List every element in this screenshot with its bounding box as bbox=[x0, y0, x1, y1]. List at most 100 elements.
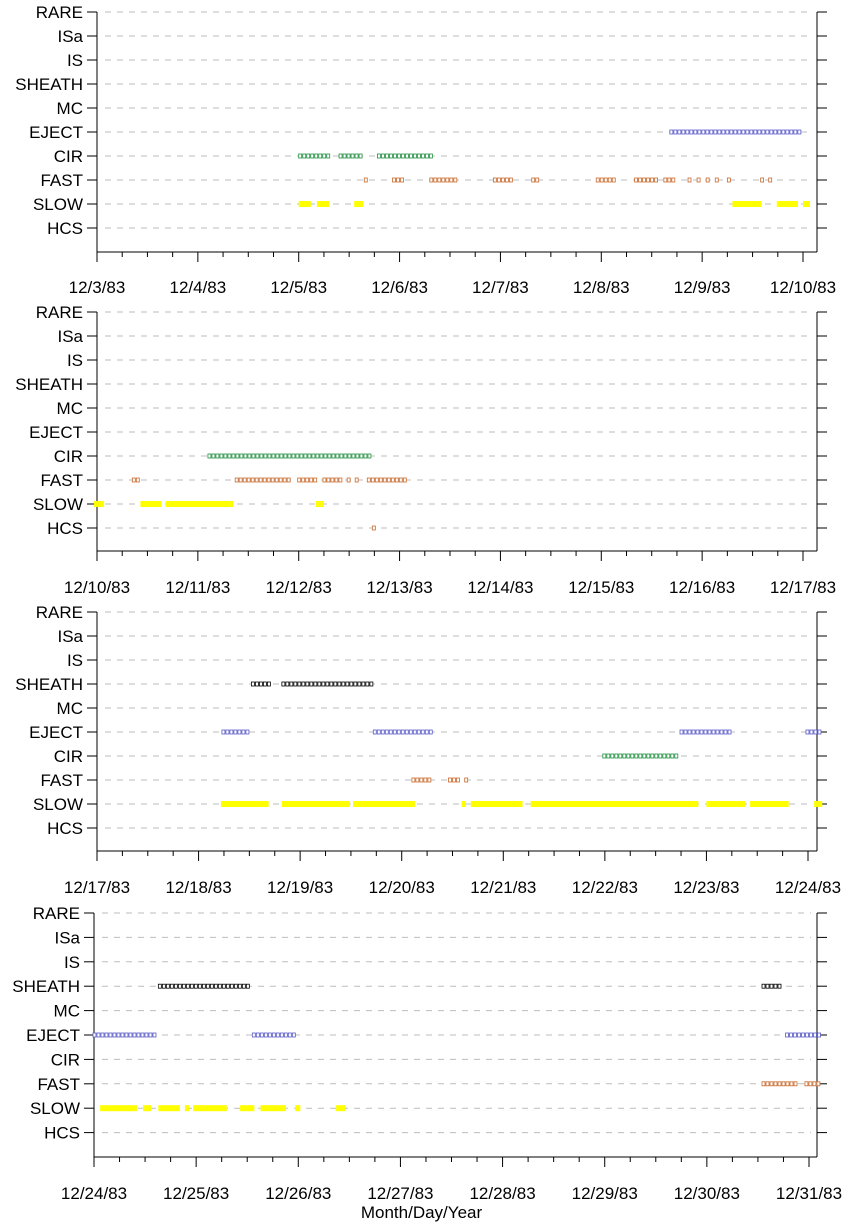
segment-marker bbox=[363, 177, 368, 183]
segment-marker bbox=[329, 681, 334, 687]
x-tick-label: 12/30/83 bbox=[674, 1184, 740, 1203]
segment-marker bbox=[769, 983, 774, 989]
segment-marker bbox=[396, 729, 401, 735]
eject-segment bbox=[679, 729, 732, 735]
segment-marker bbox=[394, 477, 399, 483]
segment-marker bbox=[723, 729, 728, 735]
slow-segment bbox=[298, 201, 311, 207]
fast-segment bbox=[131, 477, 140, 483]
segment-marker bbox=[452, 777, 456, 783]
segment-marker bbox=[330, 477, 335, 483]
segment-marker bbox=[297, 477, 302, 483]
segment-marker bbox=[250, 477, 255, 483]
segment-marker bbox=[305, 477, 310, 483]
segment-marker bbox=[424, 729, 429, 735]
category-label: SLOW bbox=[33, 195, 83, 214]
fast-segment bbox=[726, 177, 731, 183]
segment-marker bbox=[213, 983, 218, 989]
segment-marker bbox=[611, 177, 616, 183]
category-label: HCS bbox=[44, 1124, 80, 1143]
category-label: EJECT bbox=[29, 723, 83, 742]
segment-marker bbox=[225, 983, 230, 989]
segment-marker bbox=[785, 129, 790, 135]
segment-marker bbox=[241, 729, 246, 735]
segment-marker bbox=[667, 177, 672, 183]
category-label: FAST bbox=[40, 171, 83, 190]
segment-marker bbox=[392, 729, 397, 735]
category-label: MC bbox=[57, 699, 83, 718]
x-tick-label: 12/6/83 bbox=[371, 278, 428, 297]
segment-marker bbox=[243, 453, 248, 459]
fast-segment bbox=[366, 477, 407, 483]
cir-segment bbox=[298, 153, 331, 159]
segment-marker bbox=[765, 129, 770, 135]
segment-marker bbox=[148, 1032, 153, 1038]
segment-marker bbox=[347, 453, 352, 459]
segment-marker bbox=[231, 453, 236, 459]
segment-marker bbox=[354, 477, 359, 483]
category-label: CIR bbox=[54, 147, 83, 166]
segment-marker bbox=[809, 1032, 813, 1038]
segment-marker bbox=[781, 129, 786, 135]
segment-marker bbox=[408, 729, 413, 735]
category-label: CIR bbox=[54, 447, 83, 466]
segment-marker bbox=[420, 153, 425, 159]
segment-marker bbox=[765, 1081, 770, 1087]
slow-segment bbox=[776, 201, 798, 207]
segment-marker bbox=[262, 477, 267, 483]
x-tick-label: 12/31/83 bbox=[776, 1184, 842, 1203]
segment-marker bbox=[136, 1032, 141, 1038]
segment-marker bbox=[338, 153, 343, 159]
slow-segment bbox=[193, 1105, 227, 1112]
segment-marker bbox=[773, 983, 778, 989]
segment-marker bbox=[504, 177, 509, 183]
segment-marker bbox=[711, 729, 716, 735]
segment-marker bbox=[622, 753, 627, 759]
segment-marker bbox=[496, 177, 501, 183]
fast-segment bbox=[768, 177, 773, 183]
segment-marker bbox=[321, 681, 326, 687]
segment-marker bbox=[809, 729, 814, 735]
segment-marker bbox=[666, 753, 671, 759]
segment-marker bbox=[303, 453, 308, 459]
segment-marker bbox=[449, 177, 454, 183]
fast-segment bbox=[714, 177, 719, 183]
eject-segment bbox=[669, 129, 802, 135]
segment-marker bbox=[185, 983, 190, 989]
category-label: CIR bbox=[54, 747, 83, 766]
segment-marker bbox=[757, 129, 762, 135]
segment-marker bbox=[339, 453, 344, 459]
segment-marker bbox=[259, 1032, 264, 1038]
x-tick-label: 12/19/83 bbox=[267, 878, 333, 897]
segment-marker bbox=[306, 153, 311, 159]
segment-marker bbox=[749, 129, 754, 135]
segment-marker bbox=[346, 477, 351, 483]
sheath-segment bbox=[157, 983, 250, 989]
segment-marker bbox=[263, 1032, 268, 1038]
slow-segment bbox=[165, 501, 234, 507]
segment-marker bbox=[225, 729, 230, 735]
segment-marker bbox=[334, 477, 339, 483]
segment-marker bbox=[797, 1032, 801, 1038]
segment-marker bbox=[642, 177, 646, 183]
segment-marker bbox=[753, 129, 758, 135]
segment-marker bbox=[797, 129, 802, 135]
slow-segment bbox=[354, 201, 364, 207]
segment-marker bbox=[817, 1032, 821, 1038]
segment-marker bbox=[535, 177, 540, 183]
fast-segment bbox=[760, 177, 765, 183]
segment-marker bbox=[400, 153, 405, 159]
cir-segment bbox=[602, 753, 679, 759]
segment-marker bbox=[382, 477, 387, 483]
segment-marker bbox=[674, 753, 679, 759]
category-label: SHEATH bbox=[15, 675, 83, 694]
segment-marker bbox=[100, 1032, 105, 1038]
cir-segment bbox=[207, 453, 372, 459]
segment-marker bbox=[205, 983, 210, 989]
segment-marker bbox=[412, 153, 417, 159]
category-label: MC bbox=[57, 99, 83, 118]
segment-marker bbox=[424, 153, 429, 159]
segment-marker bbox=[238, 477, 243, 483]
segment-marker bbox=[677, 129, 682, 135]
x-tick-label: 12/9/83 bbox=[674, 278, 731, 297]
